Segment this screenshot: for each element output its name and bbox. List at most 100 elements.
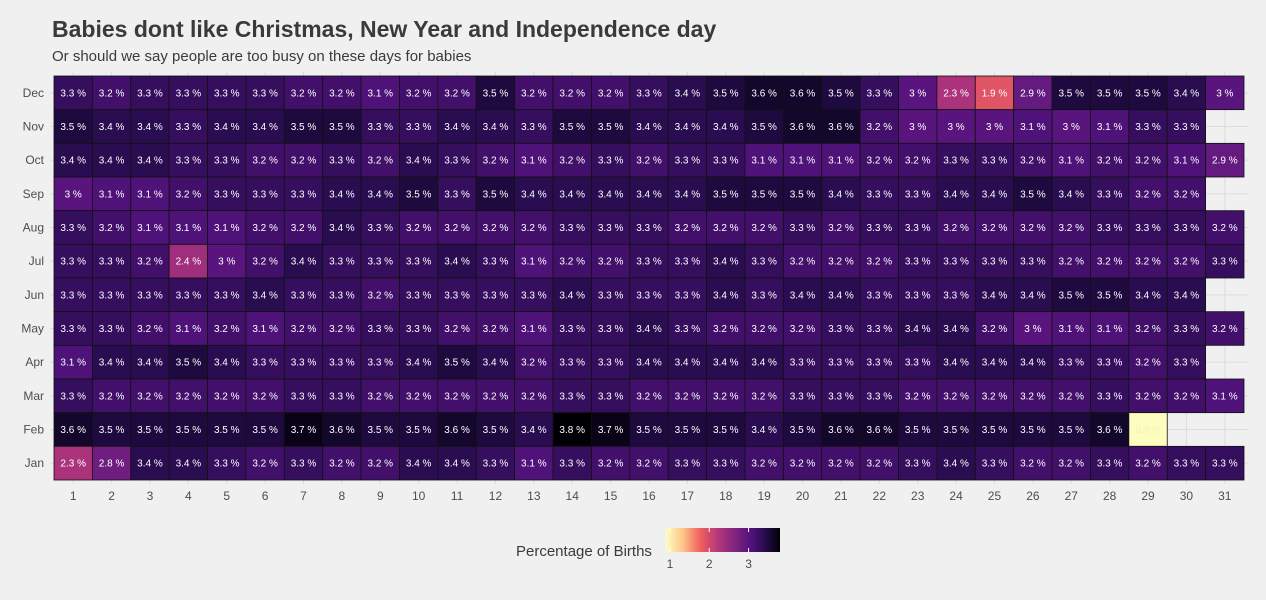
cell-label: 3.3 % xyxy=(368,257,394,268)
cell-label: 3.3 % xyxy=(867,324,893,335)
cell-label: 3.5 % xyxy=(751,122,777,133)
cell-label: 3.3 % xyxy=(329,358,355,369)
heatmap-cell-may-24 xyxy=(936,311,976,346)
heatmap-cell-jan-15 xyxy=(591,445,631,481)
cell-label: 3.3 % xyxy=(137,88,163,99)
heatmap-cell-apr-26 xyxy=(1013,344,1053,380)
cell-label: 3.3 % xyxy=(99,290,125,301)
cell-label: 3 % xyxy=(909,88,926,99)
cell-label: 3.3 % xyxy=(521,122,547,133)
heatmap-cell-aug-6 xyxy=(245,210,285,245)
heatmap-cell-jul-29 xyxy=(1128,243,1168,279)
cell-label: 3.2 % xyxy=(291,88,317,99)
cell-label: 3.3 % xyxy=(291,189,317,200)
heatmap-cell-apr-19 xyxy=(744,344,784,380)
heatmap-cell-apr-7 xyxy=(283,344,324,380)
heatmap-cell-sep-15 xyxy=(591,176,631,212)
heatmap-cell-jun-7 xyxy=(283,277,324,313)
heatmap-cell-jan-29 xyxy=(1128,445,1168,481)
heatmap-cell-dec-25 xyxy=(974,75,1015,111)
cell-label: 3.3 % xyxy=(329,290,355,301)
cell-label: 3.4 % xyxy=(828,290,854,301)
heatmap-cell-oct-5 xyxy=(207,142,247,178)
heatmap-cell-dec-1 xyxy=(53,75,93,111)
cell-label: 3.4 % xyxy=(982,290,1008,301)
legend-tick-label: 3 xyxy=(745,557,752,571)
heatmap-cell-may-11 xyxy=(437,311,477,346)
heatmap-cell-may-27 xyxy=(1051,311,1091,346)
heatmap-cell-oct-7 xyxy=(283,142,324,178)
cell-label: 3.5 % xyxy=(1020,425,1046,436)
cell-label: 3.1 % xyxy=(99,189,125,200)
cell-label: 3.3 % xyxy=(176,290,202,301)
cell-label: 3.2 % xyxy=(867,156,893,167)
x-tick-label: 13 xyxy=(527,489,541,503)
heatmap-cell-sep-29 xyxy=(1128,176,1168,212)
heatmap-cell-jan-27 xyxy=(1051,445,1091,481)
cell-label: 3.3 % xyxy=(790,358,816,369)
heatmap-cell-jan-6 xyxy=(245,445,285,481)
heatmap-cell-apr-1 xyxy=(53,344,93,380)
cell-label: 3.4 % xyxy=(252,122,278,133)
heatmap-cell-mar-17 xyxy=(667,378,707,414)
heatmap-cell-oct-16 xyxy=(629,142,669,178)
cell-label: 3.2 % xyxy=(867,257,893,268)
cell-label: 3.3 % xyxy=(559,358,585,369)
cell-label: 3.1 % xyxy=(214,223,240,234)
cell-label: 3.4 % xyxy=(1020,290,1046,301)
cell-label: 3.2 % xyxy=(329,324,355,335)
cell-label: 3.2 % xyxy=(483,156,509,167)
heatmap-cell-mar-29 xyxy=(1128,378,1168,414)
heatmap-cell-jun-16 xyxy=(629,277,669,313)
cell-label: 3.2 % xyxy=(1135,189,1161,200)
heatmap-cell-aug-18 xyxy=(706,210,746,245)
cell-label: 3.3 % xyxy=(252,189,278,200)
cell-label: 3.3 % xyxy=(252,358,278,369)
heatmap-cell-mar-19 xyxy=(744,378,784,414)
heatmap-cell-nov-19 xyxy=(744,109,784,144)
cell-label: 3.3 % xyxy=(1174,122,1200,133)
cell-label: 3.7 % xyxy=(598,425,624,436)
heatmap-cell-dec-31 xyxy=(1205,75,1245,111)
cell-label: 3.4 % xyxy=(559,290,585,301)
heatmap-cell-jan-20 xyxy=(782,445,823,481)
cell-label: 1.9 % xyxy=(982,88,1008,99)
cell-label: 3.2 % xyxy=(1135,459,1161,470)
cell-label: 3.2 % xyxy=(790,324,816,335)
cell-label: 3.4 % xyxy=(675,358,701,369)
heatmap-cell-jan-11 xyxy=(437,445,477,481)
cell-label: 2.9 % xyxy=(1212,156,1238,167)
x-tick-label: 5 xyxy=(223,489,230,503)
cell-label: 3.3 % xyxy=(1135,223,1161,234)
cell-label: 3.5 % xyxy=(598,122,624,133)
cell-label: 3.6 % xyxy=(828,122,854,133)
cell-label: 3.3 % xyxy=(291,391,317,402)
cell-label: 3.4 % xyxy=(790,290,816,301)
cell-label: 3.3 % xyxy=(252,88,278,99)
cell-label: 3.5 % xyxy=(713,189,739,200)
heatmap-cell-nov-9 xyxy=(360,109,400,144)
heatmap-cell-jul-14 xyxy=(552,243,592,279)
cell-label: 2.4 % xyxy=(176,257,202,268)
cell-label: 3.3 % xyxy=(943,257,969,268)
heatmap-cell-mar-16 xyxy=(629,378,669,414)
cell-label: 3.1 % xyxy=(790,156,816,167)
cell-label: 3.4 % xyxy=(675,189,701,200)
heatmap-cell-aug-24 xyxy=(936,210,976,245)
cell-label: 3.5 % xyxy=(943,425,969,436)
heatmap-cell-jul-12 xyxy=(475,243,516,279)
heatmap-cell-dec-16 xyxy=(629,75,669,111)
cell-label: 3.2 % xyxy=(828,223,854,234)
heatmap-cell-aug-5 xyxy=(207,210,247,245)
cell-label: 3.2 % xyxy=(99,223,125,234)
cell-label: 3.4 % xyxy=(713,358,739,369)
cell-label: 3.4 % xyxy=(598,189,624,200)
heatmap-cell-jun-15 xyxy=(591,277,631,313)
heatmap-cell-feb-18 xyxy=(706,412,746,447)
cell-label: 3.1 % xyxy=(1058,324,1084,335)
heatmap-cell-aug-9 xyxy=(360,210,400,245)
cell-label: 3.5 % xyxy=(406,425,432,436)
cell-label: 3.4 % xyxy=(1135,290,1161,301)
x-tick-label: 1 xyxy=(70,489,77,503)
heatmap-cell-apr-5 xyxy=(207,344,247,380)
